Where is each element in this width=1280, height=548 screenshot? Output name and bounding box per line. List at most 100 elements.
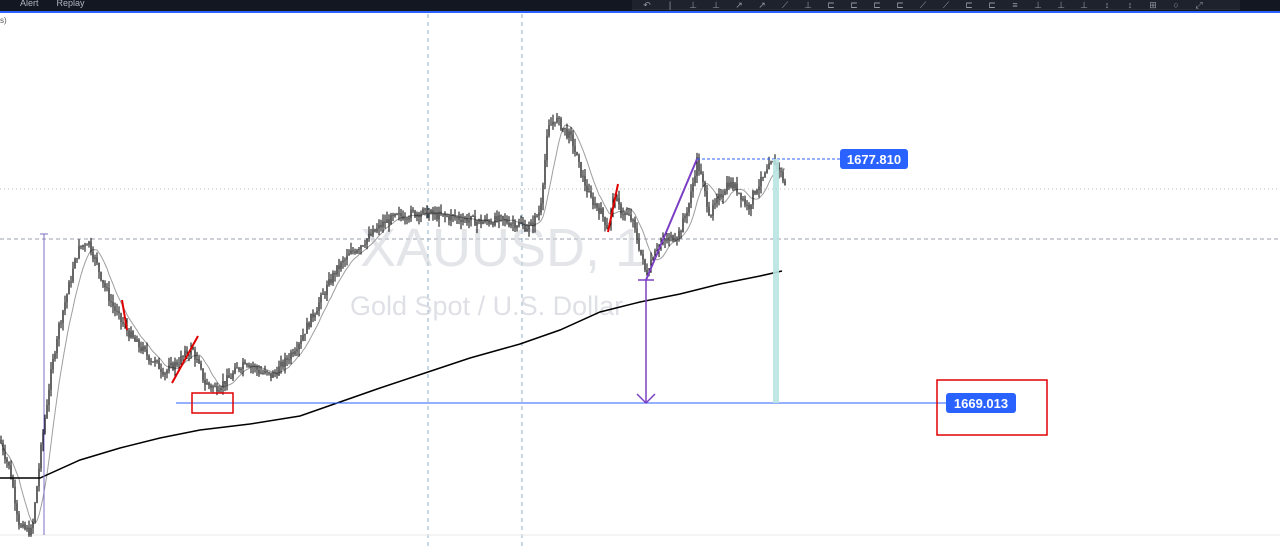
candle-body — [538, 212, 540, 216]
top-menu: Alert Replay — [20, 0, 85, 9]
candle-body — [288, 359, 290, 361]
drawing-tool-icon[interactable]: ⊥ — [712, 0, 720, 10]
candle-body — [202, 368, 204, 381]
candle-body — [708, 206, 710, 216]
candle-body — [752, 190, 754, 205]
candle-body — [732, 181, 734, 189]
candle-body — [706, 191, 708, 207]
drawing-tool-icon[interactable]: ⟋ — [781, 0, 789, 10]
drawing-tool-icon[interactable]: ↕ — [1104, 0, 1110, 10]
candle-body — [102, 280, 104, 284]
candle-body — [512, 222, 514, 224]
candle-body — [396, 213, 398, 215]
candle-body — [550, 124, 552, 126]
candle-body — [14, 486, 16, 504]
candle-body — [500, 215, 502, 217]
drawing-tool-icon[interactable]: ⊞ — [1149, 0, 1157, 10]
candle-body — [158, 360, 160, 370]
drawing-tool-icon[interactable]: ↶ — [643, 0, 651, 10]
candle-body — [334, 272, 336, 275]
candle-body — [294, 351, 296, 355]
drawing-tool-icon[interactable]: ⊏ — [965, 0, 973, 10]
drawing-tool-icon[interactable]: ⊥ — [689, 0, 697, 10]
candle-body — [218, 390, 220, 392]
candle-body — [680, 231, 682, 233]
drawing-tool-icon[interactable]: ↗ — [735, 0, 743, 10]
candle-body — [712, 204, 714, 216]
candle-body — [618, 197, 620, 205]
drawing-tool-icon[interactable]: ⊏ — [827, 0, 835, 10]
candle-body — [548, 125, 550, 136]
candle-body — [394, 213, 396, 217]
drawing-tool-icon[interactable]: ⟋ — [919, 0, 927, 10]
drawing-tool-icon[interactable]: ⊏ — [896, 0, 904, 10]
corner-label: s) — [0, 16, 7, 25]
candle-body — [698, 157, 700, 171]
candle-body — [554, 121, 556, 123]
candle-body — [100, 272, 102, 281]
candle-body — [174, 362, 176, 370]
drawing-tool-icon[interactable]: ⊏ — [850, 0, 858, 10]
candle-body — [296, 349, 298, 352]
candle-body — [696, 157, 698, 177]
drawing-tool-icon[interactable]: ⤢ — [1195, 0, 1203, 10]
drawing-tool-icon[interactable]: ⊥ — [804, 0, 812, 10]
drawing-tool-icon[interactable]: ⊥ — [1057, 0, 1065, 10]
candle-body — [50, 369, 52, 390]
drawing-tool-icon[interactable]: ↕ — [1127, 0, 1133, 10]
candle-body — [112, 302, 114, 307]
candle-body — [92, 252, 94, 259]
drawing-tool-icon[interactable]: ⊏ — [873, 0, 881, 10]
drawing-tool-icon[interactable]: | — [668, 0, 672, 10]
candle-body — [156, 360, 158, 362]
candle-body — [536, 215, 538, 217]
candle-body — [342, 260, 344, 263]
lower-price-label-bg — [946, 393, 1016, 413]
candle-body — [244, 362, 246, 364]
alert-button[interactable]: Alert — [20, 0, 39, 8]
candle-body — [624, 212, 626, 215]
drawing-tool-icon[interactable]: ↗ — [758, 0, 766, 10]
candle-body — [166, 370, 168, 374]
candle-body — [782, 171, 784, 181]
drawing-tool-icon[interactable]: ≡ — [1012, 0, 1018, 10]
candle-body — [436, 212, 438, 220]
candle-body — [340, 262, 342, 270]
highlight-box — [936, 379, 1048, 436]
candle-body — [640, 249, 642, 255]
candle-body — [762, 177, 764, 179]
candle-body — [638, 240, 640, 250]
candle-body — [370, 233, 372, 236]
drawing-tool-icon[interactable]: ⊥ — [1080, 0, 1088, 10]
candle-body — [60, 322, 62, 324]
candle-body — [356, 250, 358, 253]
candle-body — [268, 372, 270, 374]
candle-body — [280, 361, 282, 367]
candle-body — [248, 365, 250, 367]
drawing-tool-icon[interactable]: ⊥ — [1034, 0, 1042, 10]
drawing-tool-icon[interactable]: ⊏ — [988, 0, 996, 10]
candle-body — [344, 259, 346, 261]
candle-body — [66, 294, 68, 303]
candle-body — [300, 340, 302, 344]
candle-body — [124, 323, 126, 325]
candle-body — [326, 285, 328, 296]
candle-body — [134, 337, 136, 342]
drawing-tool-icon[interactable]: ⟋ — [942, 0, 950, 10]
candle-body — [8, 461, 10, 466]
candle-body — [198, 358, 200, 364]
candle-body — [160, 369, 162, 372]
candle-body — [36, 486, 38, 503]
candle-body — [88, 241, 90, 245]
candle-body — [132, 331, 134, 338]
candle-body — [192, 346, 194, 350]
replay-button[interactable]: Replay — [56, 0, 85, 8]
candle-body — [186, 350, 188, 355]
drawing-tool-icon[interactable]: ○ — [1173, 0, 1179, 10]
candle-body — [620, 204, 622, 215]
candle-body — [692, 183, 694, 192]
candle-body — [510, 223, 512, 226]
candle-body — [232, 373, 234, 379]
candle-body — [556, 117, 558, 123]
